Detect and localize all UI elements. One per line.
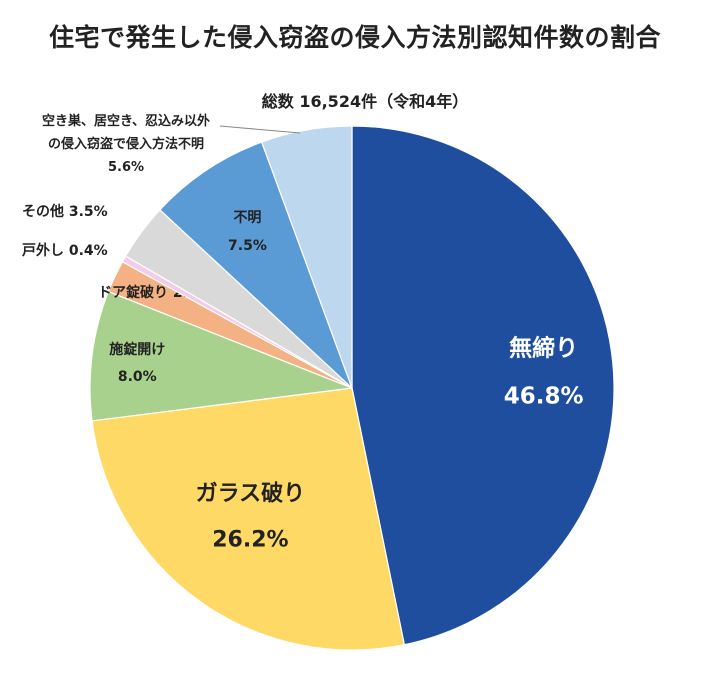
- slice-value-label: 26.2%: [212, 527, 288, 552]
- slice-label: 施錠開け: [109, 341, 165, 358]
- slice-label: 無締り: [509, 335, 578, 362]
- slice-label: ガラス破り: [196, 480, 306, 506]
- pie-slice: [260, 125, 353, 389]
- slice-value-label: 7.5%: [228, 238, 267, 254]
- slice-value-label: 8.0%: [118, 369, 157, 385]
- slice-value-label: 46.8%: [504, 384, 584, 410]
- slice-value-label: 5.6%: [108, 160, 144, 175]
- slice-label: 戸外し 0.4%: [22, 242, 108, 259]
- slice-label: その他 3.5%: [22, 203, 108, 220]
- pie-slice: [89, 290, 353, 422]
- pie-slice: [159, 141, 353, 389]
- pie-slice: [91, 387, 406, 651]
- pie-slice: [351, 125, 615, 646]
- chart-subtitle: 総数 16,524件（令和4年）: [261, 92, 469, 111]
- chart-title: 住宅で発生した侵入窃盗の侵入方法別認知件数の割合: [48, 23, 661, 52]
- leader-line: [219, 125, 301, 134]
- slice-label: の侵入窃盗で侵入方法不明: [48, 136, 204, 152]
- slice-label: 空き巣、居空き、忍込み以外: [42, 113, 210, 129]
- slice-label: 不明: [233, 210, 261, 226]
